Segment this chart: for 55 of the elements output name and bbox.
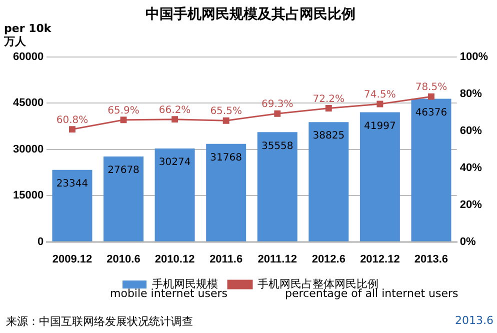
data-label: 38825: [312, 130, 345, 142]
data-label: 69.3%: [261, 99, 294, 110]
y2-tick-label: 20%: [460, 198, 482, 211]
data-label: 46376: [415, 107, 448, 118]
y-tick-label: 15000: [12, 190, 44, 202]
data-label: 31768: [210, 152, 242, 164]
bar: [52, 170, 92, 242]
data-label: 78.5%: [415, 82, 448, 94]
data-label: 74.5%: [364, 90, 396, 101]
x-tick-label: 2011.6: [210, 253, 243, 266]
text: 2013.6: [455, 314, 494, 327]
bar: [257, 132, 298, 242]
y-tick-label: 60000: [12, 50, 44, 63]
point: [120, 116, 127, 124]
chart-title: 中国手机网民规模及其占网民比例: [146, 5, 356, 22]
point: [274, 110, 281, 117]
y2-tick-label: 0%: [460, 236, 476, 248]
data-label: 30274: [158, 157, 191, 168]
bar: [360, 112, 400, 242]
x-tick-label: 2010.6: [106, 253, 140, 266]
y-tick-label: 0: [37, 236, 44, 248]
point: [325, 105, 332, 112]
bar: [308, 122, 349, 242]
y-axis-title: per 10k 万人: [4, 22, 52, 48]
data-label: 66.2%: [158, 104, 191, 116]
y-tick-label: 45000: [12, 97, 44, 110]
bar: [104, 156, 144, 242]
x-tick-label: 2010.12: [154, 253, 195, 266]
y-tick-label: 30000: [12, 143, 44, 156]
bar: [154, 148, 195, 242]
x-tick-label: 2012.6: [312, 253, 346, 266]
point: [376, 100, 384, 108]
source-note: 来源：中国互联网络发展状况统计调查: [6, 314, 193, 329]
point: [172, 116, 178, 123]
point: [69, 126, 76, 133]
data-label: 35558: [261, 140, 294, 152]
bar: [206, 144, 246, 242]
y2-tick-label: 40%: [460, 162, 482, 174]
data-label: 72.2%: [312, 94, 345, 105]
point: [222, 117, 230, 124]
bar: [411, 98, 452, 242]
x-tick-label: 2009.12: [52, 253, 92, 266]
data-label: 60.8%: [56, 114, 88, 126]
y2-tick-label: 80%: [460, 88, 482, 100]
x-tick-label: 2012.12: [360, 253, 400, 266]
data-label: 23344: [56, 178, 88, 190]
y2-tick-label: 60%: [460, 124, 482, 137]
point: [428, 93, 434, 100]
data-label: 41997: [364, 120, 396, 132]
data-label: 65.5%: [210, 106, 242, 118]
x-tick-label: 2013.6: [414, 253, 448, 266]
y2-tick-label: 100%: [460, 50, 488, 63]
x-tick-label: 2011.12: [258, 253, 297, 266]
data-label: 65.9%: [108, 105, 140, 116]
data-label: 27678: [108, 165, 140, 176]
